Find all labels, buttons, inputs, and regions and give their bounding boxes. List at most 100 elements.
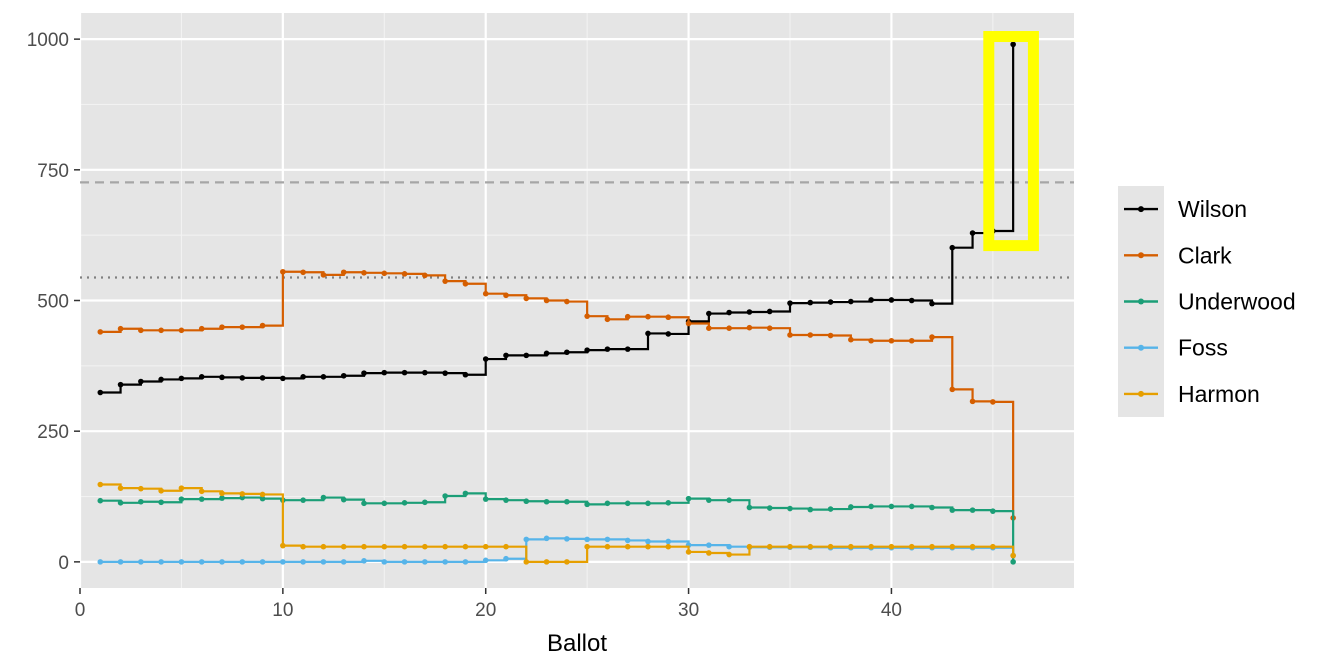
foss-point — [624, 537, 631, 544]
foss-point — [665, 538, 672, 545]
foss-point — [138, 559, 144, 565]
foss-point — [117, 559, 124, 565]
wilson-point — [766, 308, 773, 315]
x-axis-title: Ballot — [547, 630, 607, 657]
clark-point — [422, 272, 428, 279]
underwood-point — [97, 497, 104, 504]
harmon-series-line — [100, 483, 1015, 563]
foss-point — [706, 542, 712, 548]
foss-point — [564, 536, 570, 542]
foss-point — [259, 559, 266, 565]
clark-point — [726, 325, 732, 332]
foss-point — [726, 543, 732, 550]
clark-legend-label: Clark — [1178, 242, 1232, 268]
harmon-point — [726, 551, 732, 558]
underwood-point — [320, 494, 327, 501]
y-tick-label: 0 — [58, 553, 69, 574]
wilson-point — [787, 300, 793, 306]
underwood-point — [1010, 559, 1016, 565]
foss-legend-key-point — [1138, 344, 1144, 351]
foss-point — [584, 536, 590, 543]
clark-point — [543, 297, 550, 304]
underwood-point — [219, 495, 225, 501]
underwood-point — [888, 503, 895, 510]
clark-point — [908, 337, 915, 344]
foss-point — [320, 559, 327, 565]
wilson-point — [158, 376, 164, 383]
harmon-point — [422, 543, 428, 550]
wilson-point — [503, 352, 509, 359]
harmon-point — [584, 543, 590, 550]
wilson-point — [584, 347, 590, 353]
wilson-point — [564, 349, 570, 356]
clark-point — [888, 337, 895, 344]
underwood-point — [726, 497, 732, 503]
clark-point — [300, 269, 306, 276]
y-tick-label: 500 — [37, 292, 69, 313]
x-tick-label: 20 — [475, 600, 496, 621]
foss-point — [300, 559, 306, 565]
underwood-legend-key-point — [1138, 298, 1144, 305]
clark-point — [665, 314, 672, 321]
underwood-point — [340, 496, 347, 503]
foss-point — [604, 536, 611, 543]
clark-point — [259, 322, 266, 329]
harmon-point — [543, 559, 550, 565]
underwood-point — [543, 498, 550, 505]
clark-point — [746, 324, 753, 331]
harmon-point — [665, 543, 672, 550]
harmon-point — [117, 485, 124, 491]
harmon-point — [320, 543, 327, 550]
clark-point — [138, 327, 144, 334]
clark-point — [564, 298, 570, 305]
underwood-point — [827, 506, 834, 512]
foss-point — [198, 559, 205, 565]
clark-point — [117, 325, 124, 332]
clark-point — [401, 271, 408, 277]
harmon-point — [868, 543, 874, 550]
underwood-point — [604, 500, 611, 507]
underwood-point — [949, 507, 956, 513]
wilson-point — [624, 346, 631, 352]
wilson-point — [300, 374, 306, 380]
wilson-point — [949, 244, 956, 251]
foss-point — [523, 536, 530, 543]
foss-point — [462, 559, 469, 565]
x-axis: 0 10 20 30 40 — [75, 588, 902, 621]
underwood-point — [929, 504, 935, 511]
harmon-point — [766, 543, 773, 550]
clark-point — [503, 292, 509, 299]
wilson-point — [929, 300, 935, 307]
harmon-point — [908, 543, 915, 550]
wilson-point — [827, 299, 834, 305]
y-axis: 0 250 500 750 1000 — [27, 30, 80, 574]
underwood-point — [990, 508, 996, 514]
underwood-point — [117, 499, 124, 506]
harmon-point — [888, 543, 895, 550]
wilson-legend-key-point — [1138, 206, 1144, 213]
harmon-point — [604, 543, 611, 550]
foss-point — [401, 559, 408, 565]
wilson-point — [888, 297, 895, 303]
underwood-point — [300, 497, 306, 503]
clark-point — [523, 295, 530, 302]
underwood-point — [259, 495, 266, 502]
underwood-point — [969, 507, 976, 513]
harmon-point — [300, 543, 306, 550]
underwood-point — [624, 500, 631, 507]
wilson-point — [97, 389, 104, 396]
harmon-point — [178, 485, 185, 491]
foss-point — [178, 559, 185, 565]
harmon-point — [381, 543, 388, 550]
x-tick-label: 0 — [75, 600, 86, 621]
wilson-point — [969, 230, 976, 236]
clark-point — [97, 329, 104, 335]
wilson-point — [259, 375, 266, 381]
underwood-point — [645, 500, 651, 507]
wilson-point — [645, 330, 651, 337]
harmon-point — [706, 550, 712, 556]
clark-point — [442, 278, 448, 284]
underwood-point — [685, 495, 692, 502]
highlight-layer — [983, 31, 1039, 252]
